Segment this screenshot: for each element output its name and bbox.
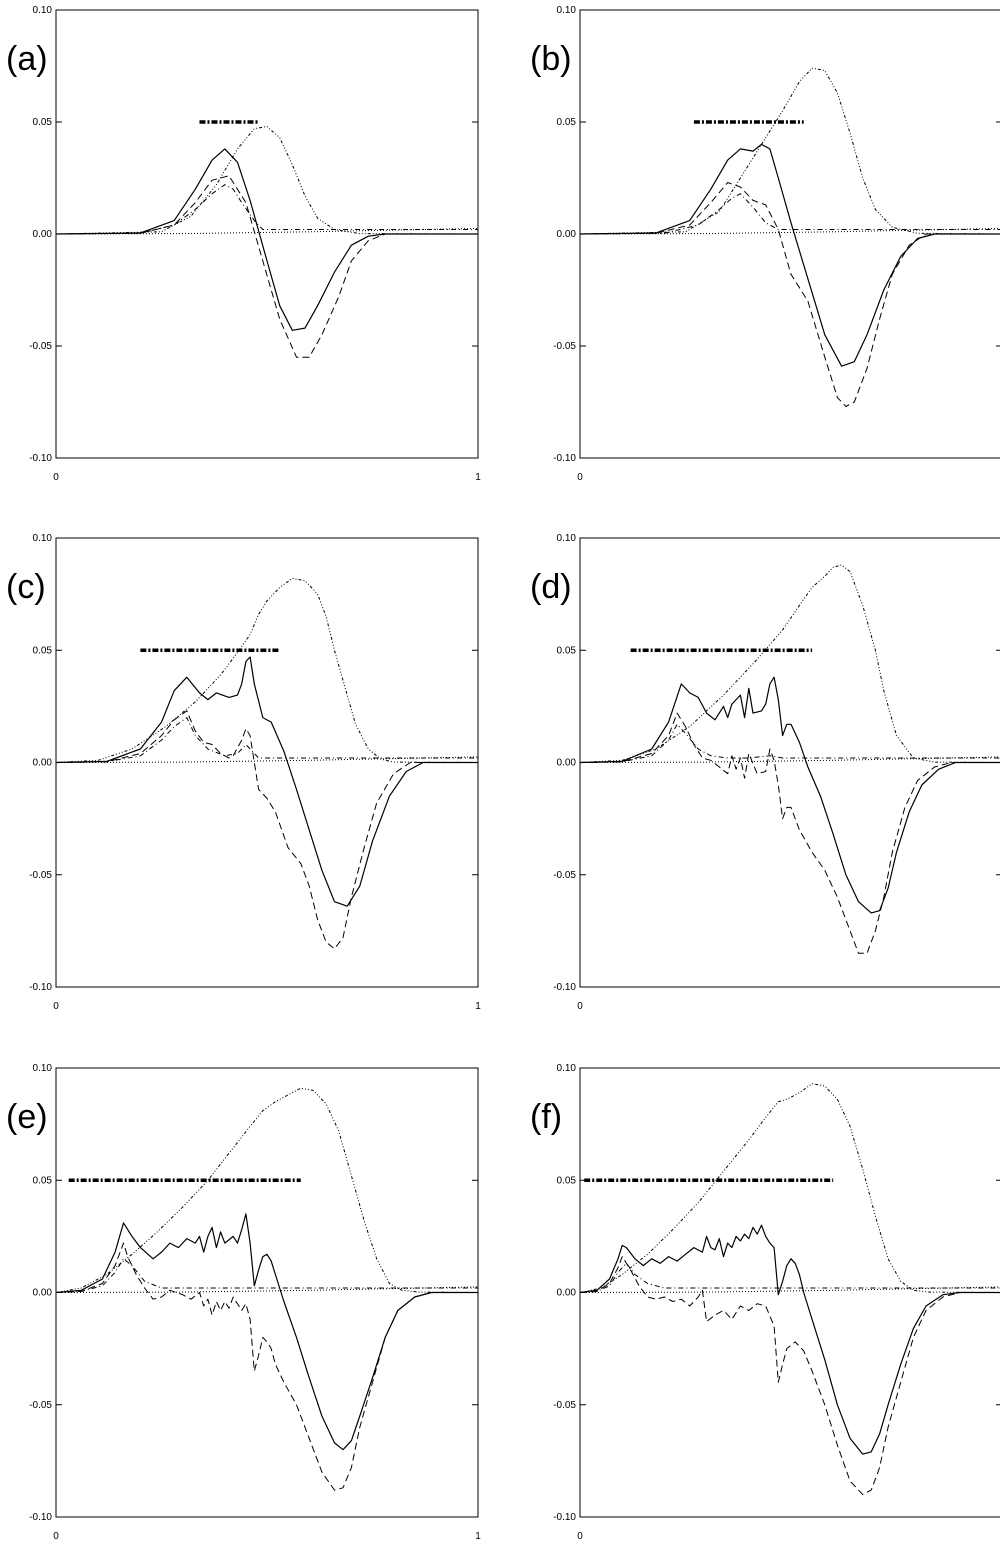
y-tick-label: -0.10: [29, 453, 52, 464]
y-tick-label: 0.00: [33, 1288, 53, 1299]
panel-label: (f): [530, 1098, 562, 1136]
y-tick-label: 0.00: [33, 758, 53, 769]
y-tick-label: -0.05: [29, 341, 52, 352]
series-line-dashed: [55, 710, 478, 950]
series-line-solid: [579, 676, 1000, 914]
y-tick-label: 0.05: [557, 117, 577, 128]
y-tick-label: 0.10: [33, 533, 53, 544]
series-line-dash-dot: [579, 1262, 1000, 1293]
y-tick-label: 0.05: [557, 1175, 577, 1186]
series-line-dotted: [55, 1286, 479, 1293]
series-line-dash-dot-dot-dot: [579, 564, 1000, 763]
y-tick-label: 0.05: [33, 1175, 53, 1186]
y-tick-label: -0.10: [553, 982, 576, 993]
series-line-solid: [579, 1224, 1000, 1455]
y-tick-label: -0.05: [553, 870, 576, 881]
y-tick-label: -0.05: [553, 341, 576, 352]
chart-panel: 0.10 0.05 0.00 -0.05 -0.100 1 (c): [6, 533, 481, 1012]
x-tick-label: 0: [577, 1531, 583, 1542]
series-line-dashed: [55, 1242, 478, 1491]
y-tick-label: 0.00: [557, 758, 577, 769]
chart-panel: 0.10 0.05 0.00 -0.05 -0.100 1 (e): [6, 1063, 481, 1542]
y-tick-label: 0.10: [557, 5, 577, 16]
series-line-dash-dot-dot-dot: [579, 67, 1000, 235]
series-line-dash-dot-dot-dot: [579, 1083, 1000, 1293]
y-tick-label: 0.10: [33, 1063, 53, 1074]
x-tick-label: 0: [577, 1001, 583, 1012]
panel-label: (d): [530, 568, 572, 606]
series-line-dash-dot: [55, 184, 478, 235]
y-tick-label: 0.10: [557, 1063, 577, 1074]
chart-panel: 0.10 0.05 0.00 -0.05 -0.100 (f): [530, 1063, 1000, 1542]
y-tick-label: -0.05: [29, 870, 52, 881]
series-line-dash-dot: [55, 717, 478, 763]
y-tick-label: 0.05: [33, 117, 53, 128]
x-tick-label: 1: [475, 1531, 481, 1542]
series-line-dotted: [55, 227, 479, 235]
series-line-dotted: [55, 756, 479, 763]
y-tick-label: 0.05: [557, 645, 577, 656]
y-tick-label: -0.10: [553, 453, 576, 464]
y-tick-label: -0.05: [553, 1400, 576, 1411]
panel-label: (a): [6, 40, 48, 78]
series-line-dashed: [579, 182, 1000, 407]
series-line-dash-dot-dot-dot: [55, 577, 479, 763]
chart-panel: 0.10 0.05 0.00 -0.05 -0.100 1 (a): [6, 5, 481, 483]
series-line-solid: [55, 1213, 478, 1451]
x-tick-label: 1: [475, 1001, 481, 1012]
y-tick-label: 0.00: [557, 1288, 577, 1299]
y-tick-label: -0.10: [29, 1512, 52, 1523]
series-line-solid: [55, 656, 478, 907]
series-line-dashed: [579, 712, 1000, 954]
series-line-solid: [579, 143, 1000, 367]
series-line-dash-dot: [579, 723, 1000, 763]
y-tick-label: 0.00: [33, 229, 53, 240]
series-line-dash-dot-dot-dot: [55, 126, 479, 235]
series-line-dotted: [579, 1286, 1000, 1293]
y-tick-label: 0.00: [557, 229, 577, 240]
series-line-solid: [55, 148, 478, 331]
y-tick-label: -0.10: [553, 1512, 576, 1523]
panel-label: (c): [6, 568, 46, 606]
y-tick-label: 0.10: [33, 5, 53, 16]
x-tick-label: 0: [53, 1001, 59, 1012]
y-tick-label: -0.10: [29, 982, 52, 993]
panel-label: (e): [6, 1098, 48, 1136]
panel-label: (b): [530, 40, 572, 78]
series-line-dashed: [579, 1256, 1000, 1495]
series-line-dotted: [579, 756, 1000, 763]
x-tick-label: 0: [53, 472, 59, 483]
x-tick-label: 1: [475, 472, 481, 483]
series-line-dash-dot-dot-dot: [55, 1087, 479, 1293]
series-line-dash-dot: [579, 193, 1000, 235]
series-line-dashed: [55, 175, 478, 358]
y-tick-label: 0.05: [33, 645, 53, 656]
y-tick-label: -0.05: [29, 1400, 52, 1411]
x-tick-label: 0: [577, 472, 583, 483]
y-tick-label: 0.10: [557, 533, 577, 544]
x-tick-label: 0: [53, 1531, 59, 1542]
series-line-dotted: [579, 227, 1000, 235]
